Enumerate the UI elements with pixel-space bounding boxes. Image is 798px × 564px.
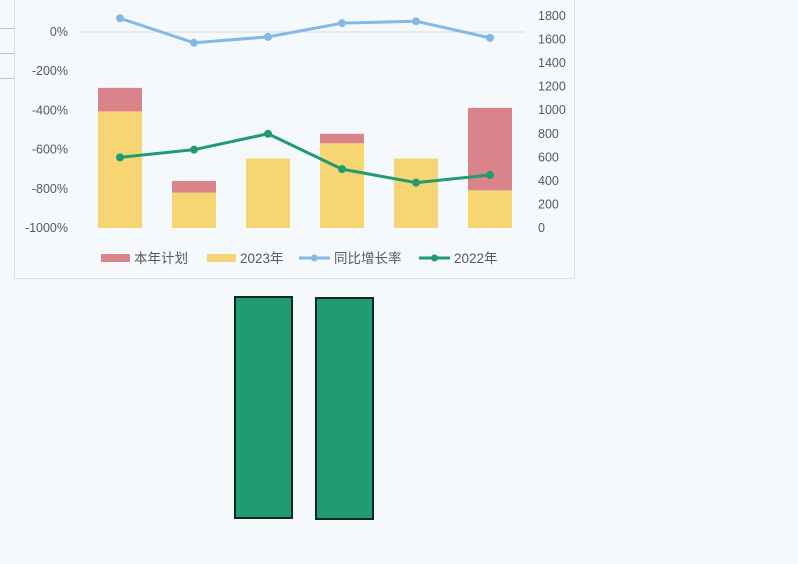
- legend-label: 同比增长率: [334, 250, 402, 266]
- bar-2023: [394, 158, 438, 228]
- row-divider: [0, 28, 14, 29]
- right-axis-tick-label: 0: [538, 221, 545, 235]
- left-axis-tick-label: -400%: [32, 103, 68, 117]
- growth-rate-point: [338, 19, 346, 28]
- line-2022-point: [190, 145, 198, 154]
- right-axis-tick-label: 600: [538, 150, 559, 164]
- line-2022-point: [486, 171, 494, 179]
- bar-plan: [320, 133, 364, 144]
- legend-label: 本年计划: [134, 251, 188, 266]
- left-axis-tick-label: -800%: [32, 182, 68, 196]
- row-divider: [0, 78, 14, 79]
- legend-label: 2022年: [454, 251, 498, 266]
- bar-series: [98, 87, 512, 228]
- legend: 本年计划 2023年 同比增长率 2022年: [101, 250, 498, 266]
- legend-swatch: [101, 254, 130, 262]
- left-axis-tick-label: -200%: [32, 64, 68, 78]
- right-axis-tick-label: 1800: [538, 9, 566, 23]
- bar-plan: [172, 180, 216, 193]
- green-rectangle-left[interactable]: [234, 296, 293, 519]
- bar-2023: [172, 192, 216, 228]
- green-rectangle-right[interactable]: [315, 297, 374, 520]
- bar-2023: [468, 190, 512, 228]
- right-axis-tick-label: 800: [538, 127, 559, 141]
- growth-rate-point: [190, 38, 198, 47]
- growth-rate-point: [264, 32, 272, 41]
- line-2022-point: [412, 178, 420, 187]
- right-axis-tick-label: 1200: [538, 80, 566, 94]
- chart-area[interactable]: 0% -200% -400% -600% -800% -1000% 1800 1600 140…: [14, 0, 575, 279]
- line-2022-line: [119, 132, 491, 185]
- sheet-row-dividers: [0, 0, 14, 80]
- right-axis-tick-label: 400: [538, 174, 559, 188]
- left-axis-tick-label: -1000%: [25, 221, 68, 235]
- left-axis-tick-label: 0%: [50, 25, 68, 39]
- left-axis-ticks: 0% -200% -400% -600% -800% -1000%: [25, 25, 68, 235]
- right-axis-tick-label: 1600: [538, 33, 566, 47]
- line-series: [116, 14, 494, 187]
- combo-chart: 0% -200% -400% -600% -800% -1000% 1800 1600 140…: [25, 9, 566, 266]
- right-axis-ticks: 1800 1600 1400 1200 1000 800 600 400 200 0: [538, 9, 566, 235]
- right-axis-tick-label: 1400: [538, 56, 566, 70]
- legend-marker: [311, 254, 318, 262]
- line-2022-point: [116, 153, 124, 162]
- bar-2023: [246, 158, 290, 228]
- bar-2023: [98, 111, 142, 228]
- legend-marker: [431, 254, 438, 262]
- growth-rate-point: [486, 33, 494, 42]
- line-2022-point: [264, 129, 272, 138]
- legend-swatch: [207, 254, 236, 262]
- growth-rate-point: [116, 14, 124, 23]
- bar-plan: [98, 87, 142, 112]
- growth-rate-line: [119, 16, 491, 45]
- growth-rate-point: [412, 17, 420, 26]
- row-divider: [0, 53, 14, 54]
- right-axis-tick-label: 200: [538, 197, 559, 211]
- line-2022-point: [338, 165, 346, 174]
- right-axis-tick-label: 1000: [538, 103, 566, 117]
- left-axis-tick-label: -600%: [32, 143, 68, 157]
- bar-2023: [320, 143, 364, 228]
- legend-label: 2023年: [240, 251, 284, 266]
